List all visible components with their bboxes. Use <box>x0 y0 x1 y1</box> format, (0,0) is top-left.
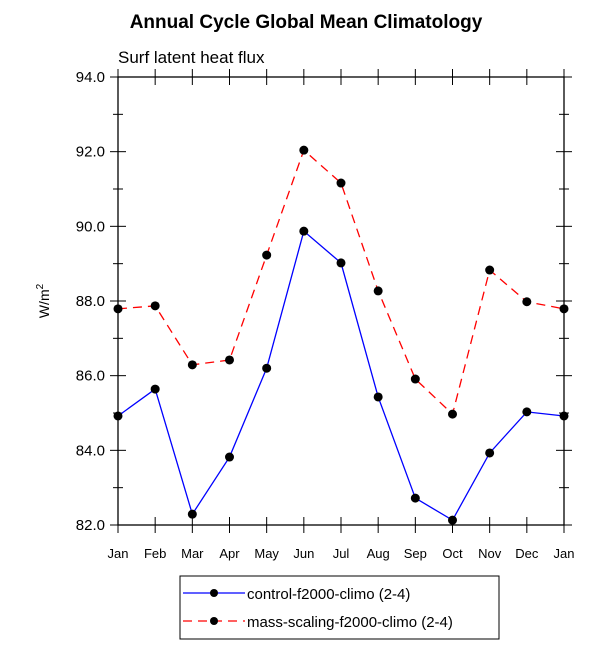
series-layer <box>113 145 569 525</box>
data-point-mass-scaling <box>373 286 383 296</box>
y-tick-label: 84.0 <box>76 442 105 459</box>
data-point-control <box>485 448 495 458</box>
data-point-mass-scaling <box>410 374 420 384</box>
y-tick-label: 82.0 <box>76 517 105 534</box>
data-point-control <box>225 452 234 462</box>
legend: control-f2000-climo (2-4) mass-scaling-f… <box>179 575 500 640</box>
y-axis-label-text: W/m2 <box>35 283 52 318</box>
legend-box <box>179 575 500 640</box>
chart-title: Annual Cycle Global Mean Climatology <box>130 12 483 33</box>
data-point-control <box>113 411 123 421</box>
data-point-control <box>448 515 457 525</box>
y-tick-label: 90.0 <box>76 218 105 235</box>
x-tick-label: Jan <box>554 546 575 561</box>
x-tick-label: Mar <box>181 546 204 561</box>
data-point-control <box>336 258 346 268</box>
data-point-control <box>559 411 569 421</box>
x-tick-label: Jul <box>333 546 350 561</box>
data-point-control <box>150 384 160 394</box>
data-point-control <box>187 509 197 519</box>
series-line-mass-scaling <box>117 149 565 416</box>
x-tick-label: May <box>254 546 279 561</box>
x-tick-label: Dec <box>515 546 539 561</box>
series-line-control <box>117 230 565 522</box>
y-tick-label: 86.0 <box>76 368 105 385</box>
legend-label-control: control-f2000-climo (2-4) <box>247 586 410 603</box>
data-point-mass-scaling <box>225 355 234 365</box>
data-point-mass-scaling <box>559 304 569 314</box>
x-tick-label: Nov <box>478 546 502 561</box>
plot-frame <box>117 76 565 526</box>
x-tick-label: Jun <box>293 546 314 561</box>
y-axis-label-unit: W/m <box>36 289 52 318</box>
x-tick-label: Feb <box>144 546 166 561</box>
data-point-control <box>522 407 532 417</box>
data-point-control <box>262 363 272 373</box>
y-axis-label-superscript: 2 <box>35 283 46 289</box>
data-point-mass-scaling <box>150 301 160 311</box>
axes: 82.0 84.0 86.0 88.0 90.0 92.0 94.0 Jan Feb Mar Apr… <box>76 69 575 561</box>
data-point-control <box>373 392 383 402</box>
data-point-mass-scaling <box>485 265 495 275</box>
y-tick-label: 94.0 <box>76 69 105 86</box>
legend-marker-mass-scaling <box>210 617 218 625</box>
x-tick-label: Apr <box>219 546 240 561</box>
x-tick-label: Oct <box>442 546 463 561</box>
legend-label-mass-scaling: mass-scaling-f2000-climo (2-4) <box>247 614 453 631</box>
data-point-mass-scaling <box>113 304 123 314</box>
data-point-control <box>299 226 309 236</box>
y-tick-label: 88.0 <box>76 293 105 310</box>
y-tick-label: 92.0 <box>76 144 105 161</box>
chart-subtitle: Surf latent heat flux <box>118 48 265 67</box>
x-tick-label: Sep <box>404 546 427 561</box>
data-point-control <box>410 493 420 503</box>
data-point-mass-scaling <box>299 145 309 155</box>
data-point-mass-scaling <box>448 409 457 419</box>
data-point-mass-scaling <box>336 178 346 188</box>
x-tick-label: Jan <box>108 546 129 561</box>
x-tick-label: Aug <box>367 546 390 561</box>
data-point-mass-scaling <box>187 360 197 370</box>
data-point-mass-scaling <box>522 297 532 307</box>
legend-marker-control <box>210 589 218 597</box>
data-point-mass-scaling <box>262 250 272 260</box>
